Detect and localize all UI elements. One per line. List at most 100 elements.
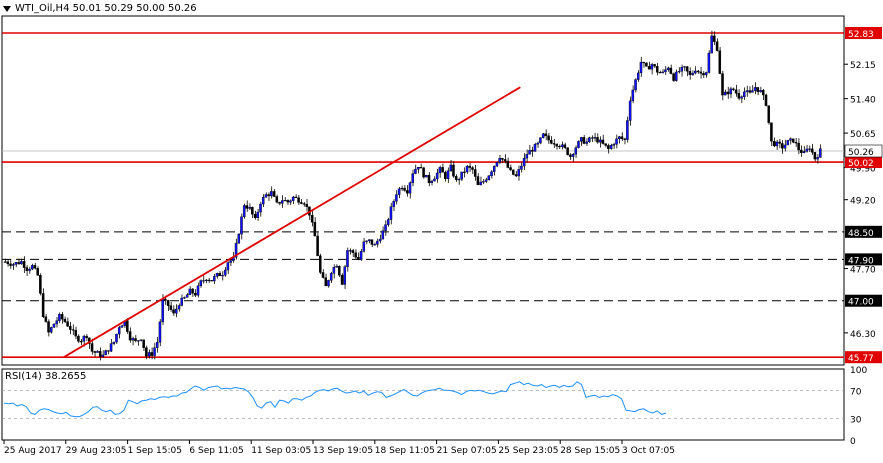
candle-body xyxy=(571,154,575,157)
candle-body xyxy=(438,167,442,174)
symbol-dropdown-icon[interactable] xyxy=(3,5,11,12)
candle-body xyxy=(449,164,453,171)
candle-body xyxy=(389,206,393,220)
candle-body xyxy=(631,89,635,102)
candle-body xyxy=(286,200,289,203)
candle-body xyxy=(319,255,322,273)
candle-body xyxy=(324,277,327,287)
candle-body xyxy=(272,191,276,197)
candle-body xyxy=(522,157,526,167)
candle-body xyxy=(150,352,154,356)
candle-body xyxy=(96,351,99,353)
candle-body xyxy=(251,207,254,215)
candle-body xyxy=(767,105,770,123)
candle-body xyxy=(609,145,613,149)
candle-body xyxy=(93,351,96,353)
candle-body xyxy=(275,196,279,203)
candle-body xyxy=(107,350,110,352)
candle-body xyxy=(264,194,268,198)
level-tag-label: 47.00 xyxy=(848,298,874,308)
candle-body xyxy=(44,316,48,322)
candle-body xyxy=(297,197,300,203)
candle-body xyxy=(452,164,455,177)
current-price-label: 50.26 xyxy=(848,148,874,158)
candle-body xyxy=(794,141,798,144)
candle-body xyxy=(185,294,189,298)
candle-body xyxy=(39,274,42,294)
candle-body xyxy=(718,50,722,74)
candle-body xyxy=(332,267,336,274)
candle-body xyxy=(672,73,675,81)
candle-body xyxy=(90,343,94,352)
candle-body xyxy=(552,143,556,145)
rsi-line xyxy=(3,381,667,418)
candle-body xyxy=(416,167,420,170)
candle-body xyxy=(183,297,186,299)
candle-body xyxy=(430,180,433,184)
candle-body xyxy=(101,354,105,357)
candle-body xyxy=(745,90,749,93)
candle-body xyxy=(313,222,317,237)
level-tag xyxy=(845,253,882,266)
candle-body xyxy=(351,250,355,253)
chart-header: WTI_Oil,H4 50.01 50.29 50.00 50.26 xyxy=(3,3,197,14)
level-tag-label: 52.83 xyxy=(848,30,874,40)
candle-body xyxy=(348,250,352,252)
candle-body xyxy=(446,170,450,179)
candle-body xyxy=(85,335,88,339)
y-tick-label: 49.90 xyxy=(850,165,876,175)
candle-body xyxy=(506,160,510,168)
candle-body xyxy=(395,194,398,202)
candle-body xyxy=(166,300,170,306)
candle-body xyxy=(392,201,395,207)
candle-body xyxy=(422,167,425,178)
candle-body xyxy=(49,327,53,333)
candle-body xyxy=(365,240,368,242)
candle-body xyxy=(539,137,542,144)
candle-body xyxy=(511,169,515,175)
candle-body xyxy=(245,205,249,209)
level-tag-label: 45.77 xyxy=(848,354,874,364)
candle-body xyxy=(289,200,292,203)
candle-body xyxy=(207,279,211,282)
candle-body xyxy=(136,340,140,342)
candle-body xyxy=(463,171,466,173)
candle-body xyxy=(153,347,156,356)
candle-body xyxy=(468,165,472,168)
candle-body xyxy=(386,219,390,225)
level-tag xyxy=(845,294,882,307)
candle-body xyxy=(58,314,61,321)
candle-body xyxy=(465,165,469,173)
y-tick-label: 50.65 xyxy=(850,130,876,140)
candle-body xyxy=(579,137,583,142)
candle-body xyxy=(139,339,143,341)
candle-body xyxy=(653,64,656,67)
candle-body xyxy=(713,35,716,42)
candle-body xyxy=(427,174,431,184)
y-tick-label: 52.15 xyxy=(850,61,876,71)
candle-body xyxy=(147,352,151,357)
candle-body xyxy=(310,215,314,223)
candle-body xyxy=(707,52,711,73)
candle-body xyxy=(294,196,298,199)
candle-body xyxy=(20,261,23,265)
candle-body xyxy=(199,280,202,287)
candle-body xyxy=(601,139,605,144)
candle-body xyxy=(626,120,629,140)
candle-body xyxy=(60,314,64,320)
candle-body xyxy=(503,159,507,162)
rsi-tick-label: 0 xyxy=(850,437,856,447)
candle-body xyxy=(248,207,251,209)
candle-body xyxy=(781,143,784,149)
candle-body xyxy=(175,308,178,314)
candle-body xyxy=(300,202,303,204)
candle-body xyxy=(196,285,200,296)
candle-body xyxy=(677,71,681,73)
candle-body xyxy=(191,288,194,294)
candle-body xyxy=(574,147,578,155)
candle-body xyxy=(454,176,458,180)
candle-body xyxy=(457,179,461,181)
candle-body xyxy=(742,91,746,97)
candle-body xyxy=(253,213,257,219)
candle-body xyxy=(74,330,77,337)
